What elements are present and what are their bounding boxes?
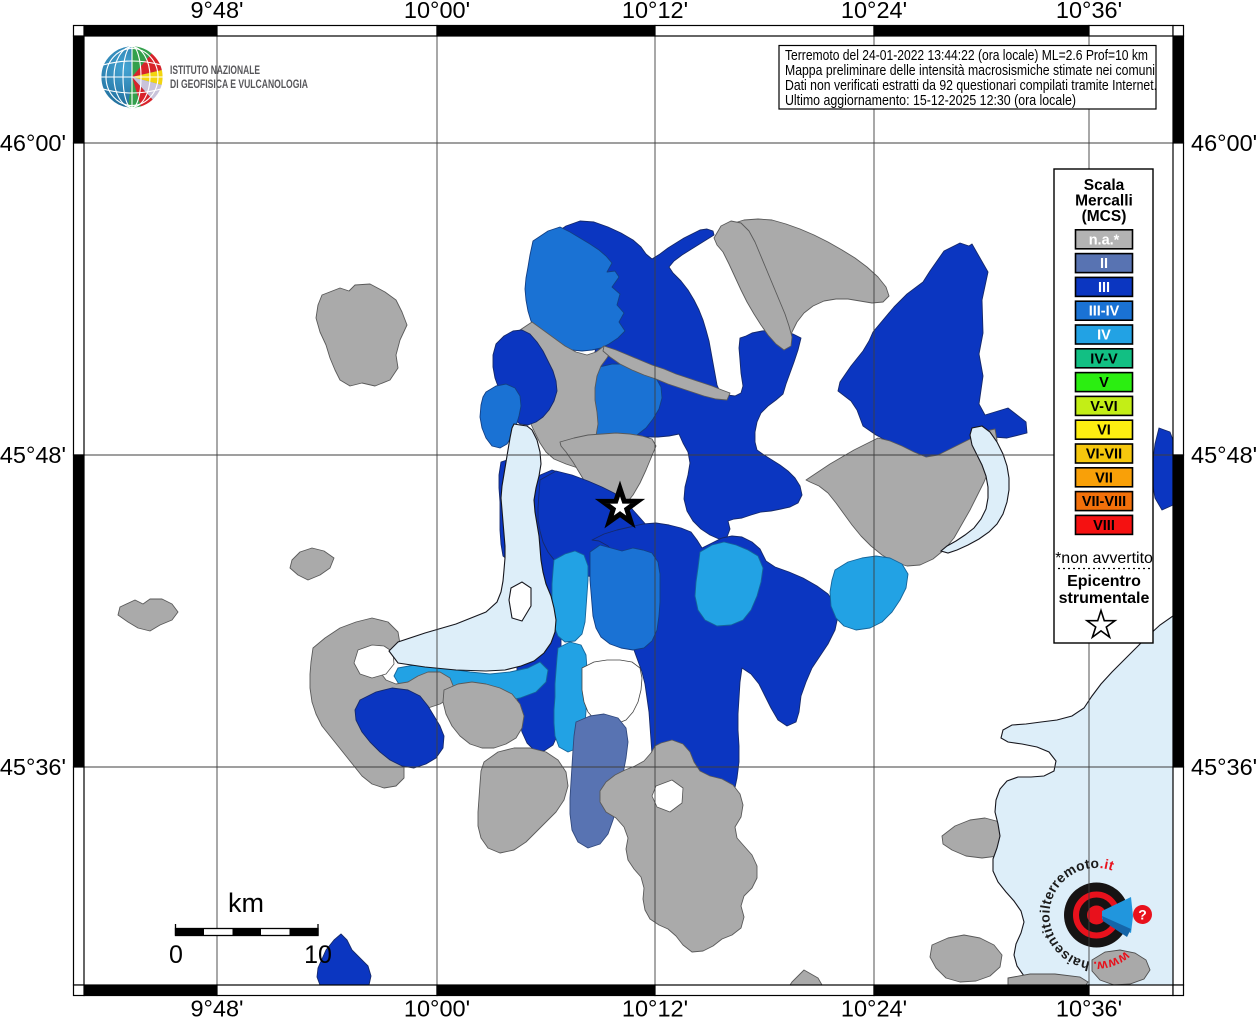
- svg-text:VII-VIII: VII-VIII: [1082, 494, 1126, 510]
- svg-text:VII: VII: [1095, 470, 1113, 486]
- svg-text:10: 10: [304, 941, 332, 969]
- svg-text:46°00': 46°00': [1191, 130, 1256, 156]
- svg-text:IV: IV: [1097, 328, 1111, 344]
- svg-text:Ultimo aggiornamento: 15-12-20: Ultimo aggiornamento: 15-12-2025 12:30 (…: [785, 93, 1076, 109]
- svg-text:VI-VII: VI-VII: [1086, 447, 1122, 463]
- svg-text:VI: VI: [1097, 423, 1111, 439]
- svg-text:ISTITUTO NAZIONALE: ISTITUTO NAZIONALE: [170, 65, 260, 77]
- svg-text:10°24': 10°24': [841, 996, 907, 1022]
- svg-text:10°12': 10°12': [622, 996, 688, 1022]
- svg-text:0: 0: [169, 941, 183, 969]
- svg-text:V-VI: V-VI: [1090, 399, 1117, 415]
- svg-text:Scala: Scala: [1084, 177, 1125, 194]
- svg-text:?: ?: [1138, 907, 1147, 923]
- svg-text:45°36': 45°36': [1191, 754, 1256, 780]
- svg-text:II: II: [1100, 256, 1108, 272]
- svg-text:*non avvertito: *non avvertito: [1055, 550, 1153, 567]
- svg-text:10°00': 10°00': [404, 0, 470, 23]
- svg-text:9°48': 9°48': [190, 0, 243, 23]
- svg-text:Epicentro: Epicentro: [1067, 573, 1141, 590]
- svg-text:10°36': 10°36': [1056, 0, 1122, 23]
- svg-text:(MCS): (MCS): [1082, 208, 1127, 225]
- svg-text:Mercalli: Mercalli: [1075, 193, 1133, 210]
- svg-text:km: km: [228, 888, 264, 918]
- svg-text:VIII: VIII: [1093, 518, 1115, 534]
- svg-text:9°48': 9°48': [190, 996, 243, 1022]
- svg-text:strumentale: strumentale: [1059, 590, 1150, 607]
- svg-text:45°48': 45°48': [1191, 442, 1256, 468]
- svg-text:Dati non verificati estratti d: Dati non verificati estratti da 92 quest…: [785, 78, 1157, 94]
- svg-text:III-IV: III-IV: [1089, 304, 1120, 320]
- svg-text:n.a.*: n.a.*: [1089, 232, 1120, 248]
- svg-text:45°48': 45°48': [0, 442, 66, 468]
- svg-text:45°36': 45°36': [0, 754, 66, 780]
- svg-text:46°00': 46°00': [0, 130, 66, 156]
- svg-text:V: V: [1099, 375, 1109, 391]
- svg-text:10°24': 10°24': [841, 0, 907, 23]
- svg-text:III: III: [1098, 280, 1110, 296]
- svg-text:10°12': 10°12': [622, 0, 688, 23]
- svg-text:10°36': 10°36': [1056, 996, 1122, 1022]
- svg-text:Terremoto del 24-01-2022 13:44: Terremoto del 24-01-2022 13:44:22 (ora l…: [785, 48, 1148, 64]
- svg-text:Mappa preliminare delle intens: Mappa preliminare delle intensità macros…: [785, 63, 1155, 79]
- svg-text:10°00': 10°00': [404, 996, 470, 1022]
- svg-text:IV-V: IV-V: [1090, 351, 1118, 367]
- svg-text:DI GEOFISICA E VULCANOLOGIA: DI GEOFISICA E VULCANOLOGIA: [170, 79, 308, 91]
